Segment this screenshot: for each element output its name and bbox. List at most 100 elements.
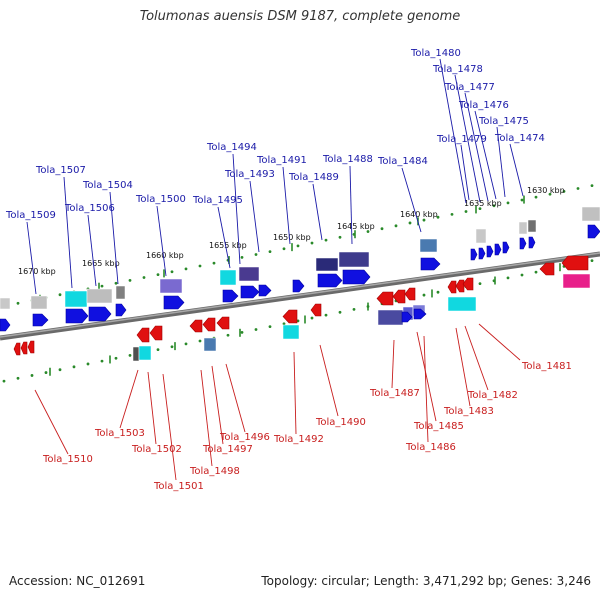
bottom-leader-line: [293, 351, 297, 435]
top-gene-label: Tola_1474: [494, 133, 545, 144]
top-gene-label: Tola_1504: [82, 180, 133, 191]
forward-gene-arrow: [528, 236, 536, 249]
top-gene-label: Tola_1478: [432, 64, 483, 75]
bottom-gene-label: Tola_1501: [153, 481, 204, 492]
upper-tick-dot: [562, 189, 566, 193]
top-gene-label: Tola_1509: [5, 210, 56, 221]
top-gene-label: Tola_1479: [436, 134, 487, 145]
top-gene-label: Tola_1489: [288, 172, 339, 183]
scale-label: 1660 kbp: [146, 251, 184, 260]
bottom-leader-line: [119, 369, 139, 429]
lower-tick-dot: [422, 293, 426, 297]
upper-tick-dot: [464, 210, 468, 213]
forward-gene-arrow: [413, 308, 427, 320]
top-leader-line: [349, 165, 353, 245]
top-gene-label: Tola_1495: [192, 195, 243, 206]
upper-tick-dot: [590, 184, 594, 188]
bottom-gene-label: Tola_1481: [521, 361, 572, 372]
scale-label: 1645 kbp: [337, 222, 375, 231]
gene-block: [219, 269, 237, 286]
upper-tick-dot: [16, 301, 20, 305]
gene-block: [475, 228, 487, 244]
upper-tick-dot: [338, 235, 342, 239]
gene-block: [282, 324, 300, 340]
bottom-gene-label: Tola_1487: [369, 388, 420, 399]
gene-block: [315, 257, 339, 272]
gene-block: [527, 219, 537, 233]
lower-tick-dot: [170, 345, 174, 349]
top-gene-label: Tola_1488: [322, 154, 373, 165]
top-leader-line: [26, 221, 37, 295]
bottom-gene-label: Tola_1503: [94, 428, 145, 439]
gene-block: [0, 297, 11, 310]
gene-block: [138, 345, 152, 361]
top-gene-label: Tola_1477: [444, 82, 495, 93]
bottom-gene-label: Tola_1496: [219, 432, 270, 443]
bottom-leader-line: [34, 389, 69, 455]
top-gene-label: Tola_1507: [35, 165, 86, 176]
lower-tick-dot: [16, 376, 20, 380]
forward-gene-arrow: [88, 306, 112, 322]
gene-block: [377, 309, 404, 326]
lower-tick-dot: [30, 374, 34, 377]
scale-label: 1650 kbp: [273, 233, 311, 242]
upper-tick-dot: [282, 247, 286, 251]
top-gene-label: Tola_1493: [224, 169, 275, 180]
gene-block: [238, 266, 260, 282]
lower-tick-dot: [128, 353, 132, 357]
top-leader-line: [109, 191, 119, 285]
upper-tick-dot: [58, 293, 62, 297]
lower-tick-dot: [436, 290, 440, 294]
upper-tick-dot: [520, 198, 524, 202]
top-leader-line: [474, 110, 497, 200]
lower-tick-dot: [478, 282, 482, 285]
lower-tick-dot: [58, 368, 62, 372]
scale-label: 1630 kbp: [527, 186, 565, 195]
forward-gene-arrow: [240, 285, 260, 299]
accession-text: Accession: NC_012691: [9, 574, 146, 588]
upper-tick-dot: [324, 238, 328, 242]
top-leader-line: [63, 176, 73, 289]
forward-gene-arrow: [115, 303, 127, 317]
lower-tick-dot: [156, 348, 160, 352]
bottom-leader-line: [455, 327, 471, 407]
top-leader-line: [496, 126, 506, 198]
top-leader-line: [454, 74, 481, 203]
forward-gene-arrow: [292, 279, 305, 293]
forward-gene-arrow: [470, 248, 478, 261]
bottom-gene-label: Tola_1502: [131, 444, 182, 455]
forward-gene-arrow: [32, 313, 49, 327]
upper-tick-dot: [240, 255, 244, 259]
upper-tick-dot: [394, 224, 398, 228]
top-leader-line: [460, 144, 470, 201]
top-gene-label: Tola_1476: [458, 100, 509, 111]
forward-gene-arrow: [401, 311, 413, 323]
upper-tick-dot: [576, 187, 580, 190]
upper-tick-dot: [450, 212, 454, 216]
lower-tick-dot: [184, 342, 188, 346]
bottom-gene-label: Tola_1482: [467, 390, 518, 401]
lower-tick-dot: [590, 259, 594, 263]
top-leader-line: [217, 206, 231, 269]
scale-label: 1670 kbp: [18, 267, 56, 276]
bottom-leader-line: [319, 344, 339, 417]
scale-label: 1635 kbp: [464, 199, 502, 208]
scale-label: 1655 kbp: [209, 241, 247, 250]
top-leader-line: [439, 58, 467, 204]
bottom-leader-line: [162, 373, 177, 481]
bottom-leader-line: [464, 325, 489, 391]
upper-tick-dot: [408, 221, 412, 225]
genome-backbone: [0, 251, 600, 341]
genome-stats-text: Topology: circular; Length: 3,471,292 bp…: [261, 574, 591, 588]
gene-block: [159, 278, 183, 294]
upper-tick-dot: [114, 281, 118, 285]
top-leader-line: [401, 167, 422, 233]
scale-label: 1665 kbp: [82, 259, 120, 268]
reverse-gene-arrow: [282, 309, 298, 324]
reverse-gene-arrow: [455, 279, 465, 293]
bottom-leader-line: [225, 363, 246, 433]
lower-tick-dot: [254, 328, 258, 331]
lower-tick-dot: [72, 365, 76, 369]
forward-gene-arrow: [486, 245, 494, 258]
upper-tick-dot: [380, 227, 384, 231]
